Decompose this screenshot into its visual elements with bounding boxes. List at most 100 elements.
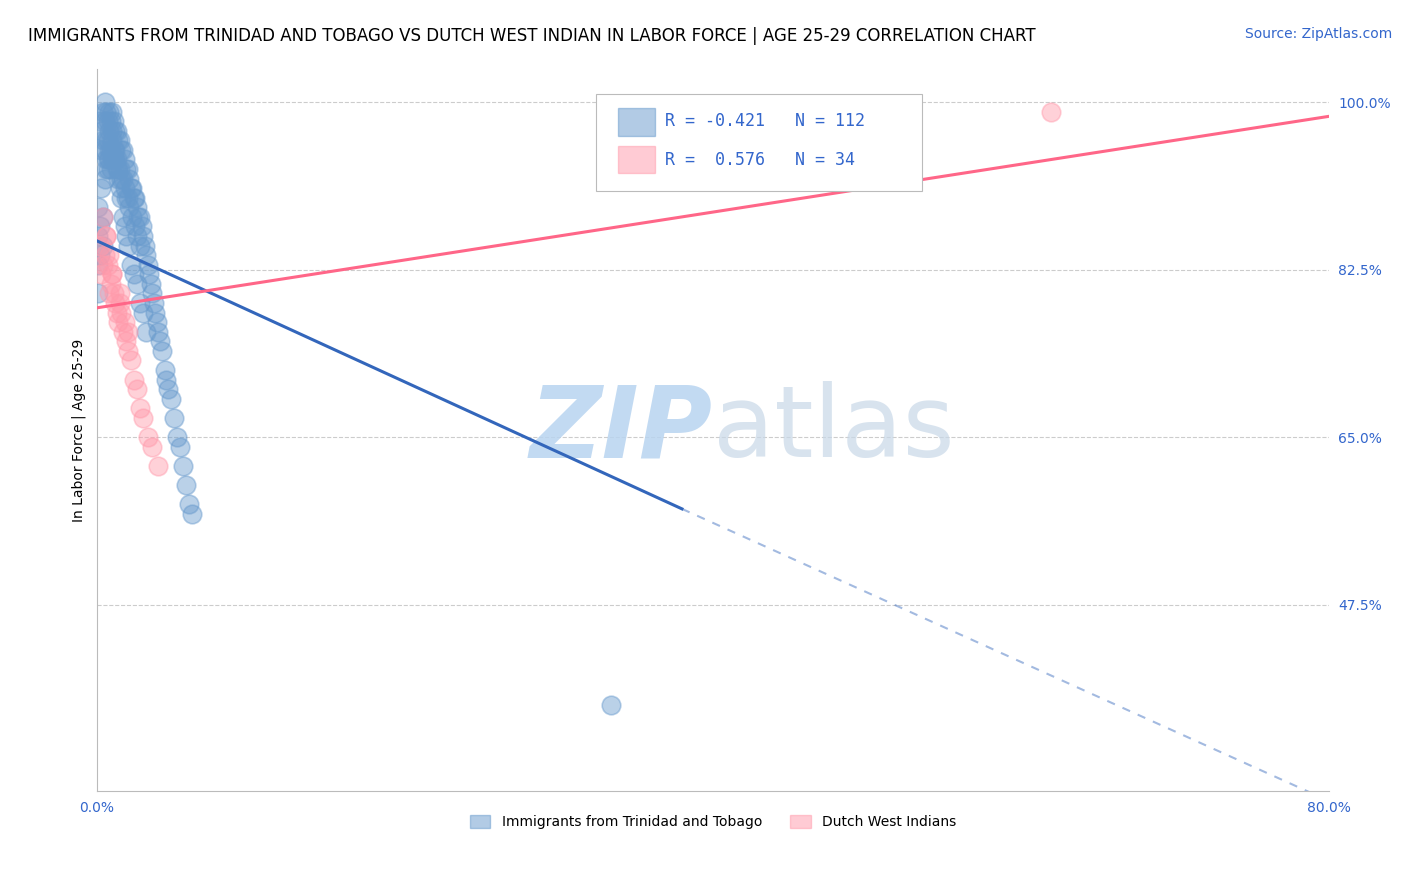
Point bbox=[125, 229, 148, 244]
Point bbox=[155, 373, 177, 387]
Point bbox=[132, 411, 155, 425]
Point bbox=[90, 181, 112, 195]
Point bbox=[91, 210, 114, 224]
Point bbox=[179, 497, 201, 511]
Point bbox=[103, 286, 125, 301]
Point bbox=[150, 343, 173, 358]
Point bbox=[125, 277, 148, 291]
Bar bbox=[617, 108, 655, 136]
Point bbox=[114, 153, 136, 167]
Point bbox=[108, 286, 131, 301]
Point bbox=[114, 219, 136, 234]
Point bbox=[104, 124, 127, 138]
Point bbox=[120, 181, 142, 195]
Point bbox=[101, 268, 124, 282]
Point bbox=[103, 153, 125, 167]
Point bbox=[117, 325, 139, 339]
Point bbox=[94, 229, 117, 244]
Point bbox=[122, 373, 145, 387]
Point bbox=[101, 268, 124, 282]
Point bbox=[143, 305, 166, 319]
Point bbox=[129, 210, 152, 224]
Text: atlas: atlas bbox=[713, 382, 955, 478]
Point bbox=[91, 210, 114, 224]
Point bbox=[117, 343, 139, 358]
Point bbox=[166, 430, 188, 444]
Point bbox=[105, 124, 128, 138]
Point bbox=[89, 219, 111, 234]
Point bbox=[121, 210, 143, 224]
Point bbox=[93, 114, 115, 128]
Point bbox=[139, 277, 162, 291]
Point bbox=[87, 258, 110, 272]
Point bbox=[101, 133, 124, 147]
Point bbox=[105, 305, 128, 319]
Point bbox=[153, 363, 176, 377]
Text: R =  0.576   N = 34: R = 0.576 N = 34 bbox=[665, 152, 855, 169]
Point bbox=[174, 478, 197, 492]
Point bbox=[1040, 104, 1063, 119]
Point bbox=[110, 191, 132, 205]
Point bbox=[93, 95, 115, 109]
Point bbox=[93, 143, 115, 157]
Point bbox=[100, 143, 122, 157]
Point bbox=[169, 440, 191, 454]
Point bbox=[124, 219, 146, 234]
Text: Source: ZipAtlas.com: Source: ZipAtlas.com bbox=[1244, 27, 1392, 41]
Point bbox=[91, 133, 114, 147]
Point bbox=[89, 248, 111, 262]
Point bbox=[98, 143, 121, 157]
Point bbox=[125, 200, 148, 214]
Point bbox=[122, 191, 145, 205]
Point bbox=[107, 162, 129, 177]
Point bbox=[135, 248, 157, 262]
Point bbox=[600, 698, 623, 712]
Point bbox=[148, 458, 170, 473]
Point bbox=[105, 162, 128, 177]
Point bbox=[141, 286, 163, 301]
Point bbox=[87, 229, 110, 244]
Point bbox=[115, 334, 138, 349]
Point bbox=[117, 238, 139, 252]
Point bbox=[93, 171, 115, 186]
Bar bbox=[617, 146, 655, 173]
Point bbox=[159, 392, 181, 406]
Point bbox=[107, 315, 129, 329]
Point bbox=[91, 258, 114, 272]
Point bbox=[87, 200, 110, 214]
Point bbox=[110, 171, 132, 186]
Point bbox=[97, 162, 120, 177]
Point bbox=[87, 286, 110, 301]
Point bbox=[120, 258, 142, 272]
Point bbox=[98, 286, 121, 301]
Point bbox=[104, 143, 127, 157]
Point bbox=[129, 296, 152, 310]
Point bbox=[91, 104, 114, 119]
Point bbox=[112, 325, 135, 339]
Point bbox=[114, 315, 136, 329]
Point bbox=[91, 238, 114, 252]
Point bbox=[98, 124, 121, 138]
Point bbox=[117, 191, 139, 205]
Point bbox=[94, 104, 117, 119]
Point bbox=[141, 440, 163, 454]
Point bbox=[118, 200, 141, 214]
Point bbox=[101, 153, 124, 167]
Point bbox=[115, 229, 138, 244]
Point bbox=[129, 401, 152, 416]
Point bbox=[98, 153, 121, 167]
FancyBboxPatch shape bbox=[596, 94, 922, 192]
Point bbox=[104, 296, 127, 310]
Point bbox=[124, 191, 146, 205]
Point bbox=[117, 162, 139, 177]
Point bbox=[97, 114, 120, 128]
Text: ZIP: ZIP bbox=[530, 382, 713, 478]
Point bbox=[97, 133, 120, 147]
Y-axis label: In Labor Force | Age 25-29: In Labor Force | Age 25-29 bbox=[72, 338, 86, 522]
Point bbox=[94, 162, 117, 177]
Point bbox=[103, 114, 125, 128]
Point bbox=[101, 104, 124, 119]
Point bbox=[103, 143, 125, 157]
Point bbox=[104, 153, 127, 167]
Point bbox=[135, 325, 157, 339]
